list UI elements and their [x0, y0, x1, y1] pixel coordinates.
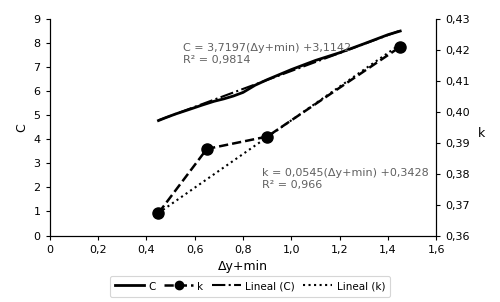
Y-axis label: k: k	[478, 127, 485, 140]
Y-axis label: C: C	[15, 123, 28, 132]
X-axis label: Δy+min: Δy+min	[218, 260, 268, 273]
Text: C = 3,7197(Δy+min) +3,1142
R² = 0,9814: C = 3,7197(Δy+min) +3,1142 R² = 0,9814	[182, 43, 351, 65]
Legend: C, k, Lineal (C), Lineal (k): C, k, Lineal (C), Lineal (k)	[110, 276, 390, 297]
Text: k = 0,0545(Δy+min) +0,3428
R² = 0,966: k = 0,0545(Δy+min) +0,3428 R² = 0,966	[262, 168, 429, 190]
